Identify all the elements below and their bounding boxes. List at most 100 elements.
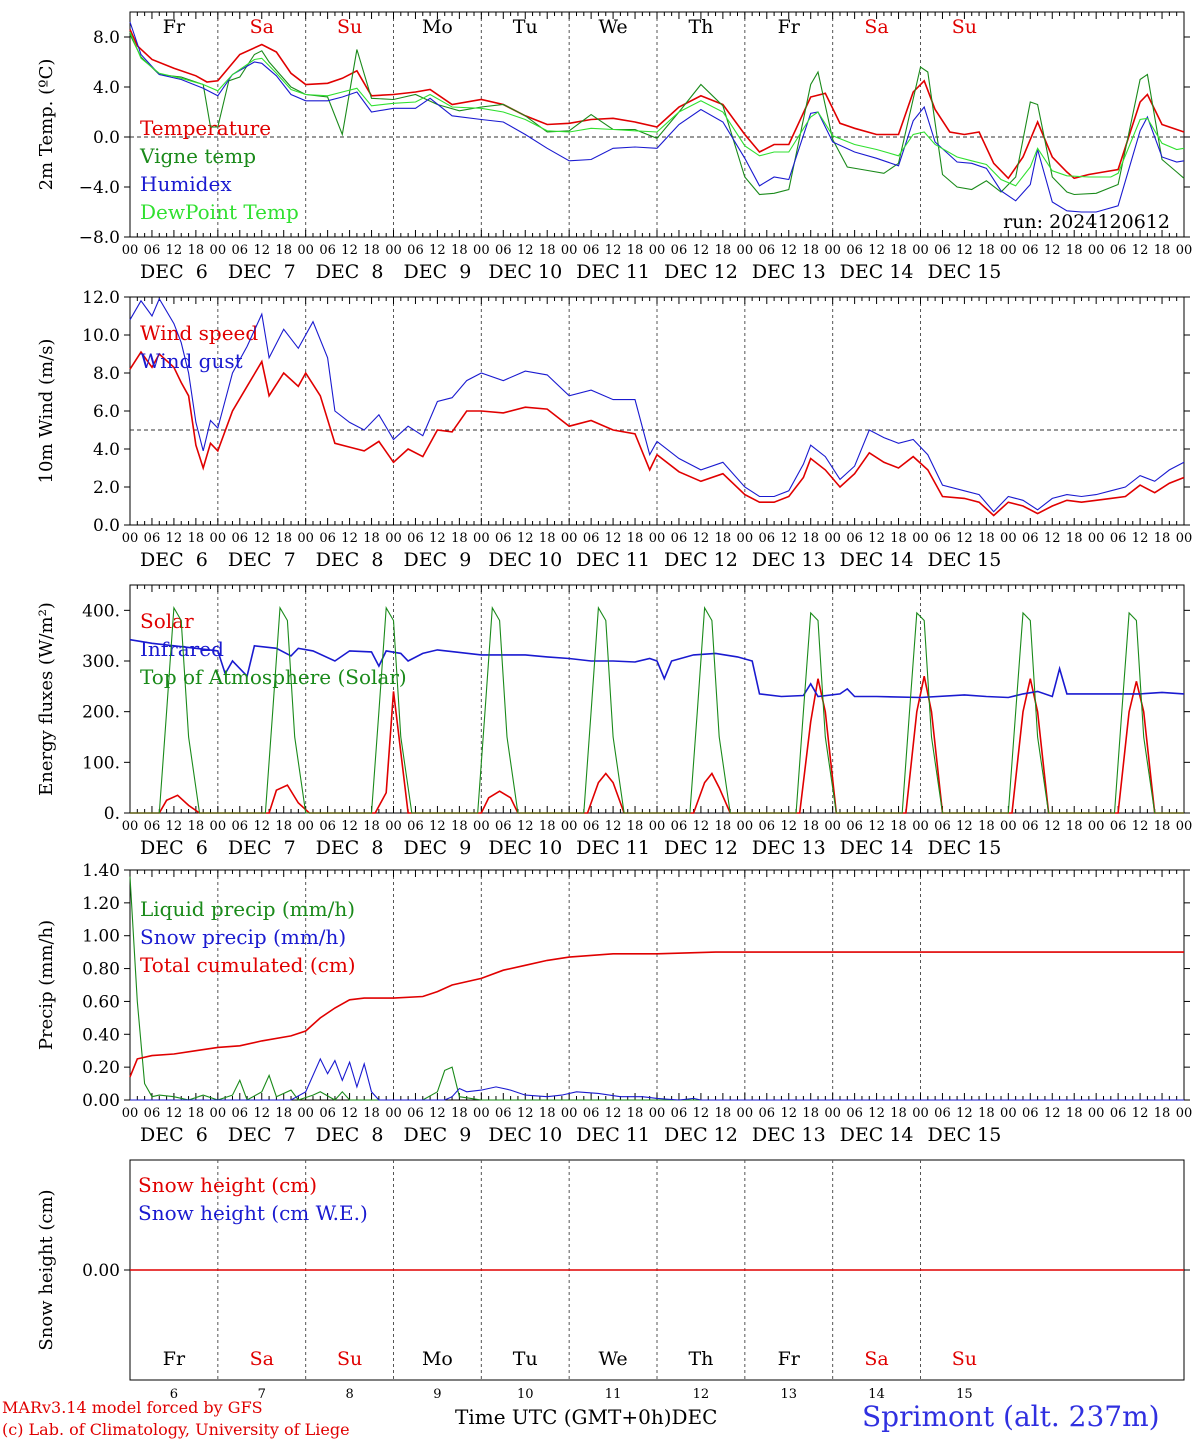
x-tick-label: 06 [671, 819, 688, 834]
x-tick-label: 12 [253, 243, 270, 258]
legend-entry: Temperature [140, 116, 271, 140]
x-tick-label: 00 [297, 243, 314, 258]
x-tick-label: 12 [1132, 531, 1149, 546]
y-axis-title: 10m Wind (m/s) [36, 339, 57, 484]
x-tick-label: 12 [956, 531, 973, 546]
x-tick-label: 12 [1044, 1106, 1061, 1121]
day-of-week-label: Sa [864, 16, 888, 38]
x-tick-label: 06 [1022, 531, 1039, 546]
x-tick-label: 18 [978, 819, 995, 834]
bottom-day-label: Sa [250, 1348, 274, 1370]
series-line-vigne-temp [129, 34, 1185, 196]
x-tick-label: 18 [1066, 819, 1083, 834]
x-tick-label: 18 [802, 819, 819, 834]
x-date-label: DEC 13 [752, 837, 826, 859]
x-tick-label: 18 [539, 819, 556, 834]
series-line-solar [130, 676, 1184, 814]
x-axis-title: Time UTC (GMT+0h)DEC [455, 1405, 717, 1429]
series-line-wind-speed [129, 350, 1185, 517]
legend-entry: DewPoint Temp [140, 200, 299, 224]
x-tick-label: 12 [956, 243, 973, 258]
x-tick-label: 06 [232, 243, 249, 258]
bottom-date-number: 9 [433, 1387, 441, 1402]
x-tick-label: 18 [188, 819, 205, 834]
day-of-week-label: Su [337, 16, 362, 38]
series-line-top-of-atmosphere-solar- [130, 605, 1184, 814]
x-tick-label: 00 [912, 531, 929, 546]
x-date-label: DEC 7 [228, 549, 296, 571]
x-tick-label: 06 [144, 243, 161, 258]
y-tick-label: 0.80 [82, 960, 120, 980]
x-tick-label: 00 [561, 243, 578, 258]
series-line-total-cumulated-cm- [129, 951, 1184, 1078]
x-tick-label: 18 [539, 1106, 556, 1121]
x-tick-label: 06 [495, 243, 512, 258]
x-tick-label: 06 [1022, 819, 1039, 834]
x-tick-label: 18 [275, 243, 292, 258]
y-axis-title: 2m Temp. (ºC) [36, 59, 57, 191]
x-tick-label: 00 [210, 1106, 227, 1121]
x-tick-label: 12 [341, 819, 358, 834]
x-tick-label: 06 [671, 1106, 688, 1121]
x-tick-label: 12 [1132, 1106, 1149, 1121]
series-line-wind-gust [129, 297, 1185, 513]
x-tick-label: 00 [473, 243, 490, 258]
bottom-day-label: Su [952, 1348, 977, 1370]
x-tick-label: 00 [297, 1106, 314, 1121]
x-tick-label: 06 [1022, 1106, 1039, 1121]
x-tick-label: 06 [319, 819, 336, 834]
x-tick-label: 18 [363, 531, 380, 546]
day-of-week-label: Sa [250, 16, 274, 38]
x-tick-label: 18 [451, 243, 468, 258]
bottom-day-label: Su [337, 1348, 362, 1370]
x-tick-label: 00 [1000, 1106, 1017, 1121]
x-tick-label: 18 [275, 1106, 292, 1121]
x-tick-label: 00 [385, 819, 402, 834]
x-tick-label: 12 [429, 819, 446, 834]
day-of-week-label: Th [688, 16, 713, 38]
x-tick-label: 18 [978, 531, 995, 546]
x-tick-label: 18 [890, 243, 907, 258]
x-tick-label: 06 [495, 531, 512, 546]
x-tick-label: 00 [1176, 819, 1193, 834]
x-tick-label: 06 [583, 819, 600, 834]
x-tick-label: 18 [275, 531, 292, 546]
legend-entry: Total cumulated (cm) [140, 953, 356, 977]
x-date-label: DEC 8 [316, 837, 384, 859]
x-tick-label: 06 [934, 819, 951, 834]
x-tick-label: 12 [429, 243, 446, 258]
x-tick-label: 06 [846, 531, 863, 546]
x-tick-label: 00 [737, 819, 754, 834]
x-tick-label: 00 [1176, 1106, 1193, 1121]
y-tick-label: 200. [82, 703, 120, 723]
x-tick-label: 06 [583, 243, 600, 258]
x-tick-label: 18 [188, 531, 205, 546]
x-tick-label: 06 [1110, 1106, 1127, 1121]
x-tick-label: 18 [890, 531, 907, 546]
x-tick-label: 00 [649, 531, 666, 546]
bottom-date-number: 11 [605, 1387, 622, 1402]
y-tick-label: 4.0 [93, 440, 120, 460]
series-line-dewpoint-temp [129, 31, 1185, 187]
y-tick-label: 8.0 [93, 364, 120, 384]
x-tick-label: 00 [737, 243, 754, 258]
x-tick-label: 06 [759, 243, 776, 258]
x-tick-label: 06 [934, 243, 951, 258]
y-tick-label: 300. [82, 652, 120, 672]
x-tick-label: 12 [605, 819, 622, 834]
x-tick-label: 06 [1110, 243, 1127, 258]
legend-entry: Wind speed [140, 321, 258, 345]
x-date-label: DEC 13 [752, 1124, 826, 1146]
x-tick-label: 12 [605, 531, 622, 546]
x-tick-label: 06 [144, 819, 161, 834]
series-line-snow-precip-mm-h- [130, 1057, 1184, 1101]
x-tick-label: 12 [341, 531, 358, 546]
x-tick-label: 18 [627, 819, 644, 834]
x-date-label: DEC 7 [228, 1124, 296, 1146]
day-of-week-label: Mo [422, 16, 453, 38]
x-tick-label: 12 [1132, 243, 1149, 258]
x-date-label: DEC 14 [840, 1124, 914, 1146]
x-date-label: DEC 12 [664, 837, 738, 859]
x-tick-label: 06 [583, 531, 600, 546]
x-tick-label: 18 [188, 1106, 205, 1121]
